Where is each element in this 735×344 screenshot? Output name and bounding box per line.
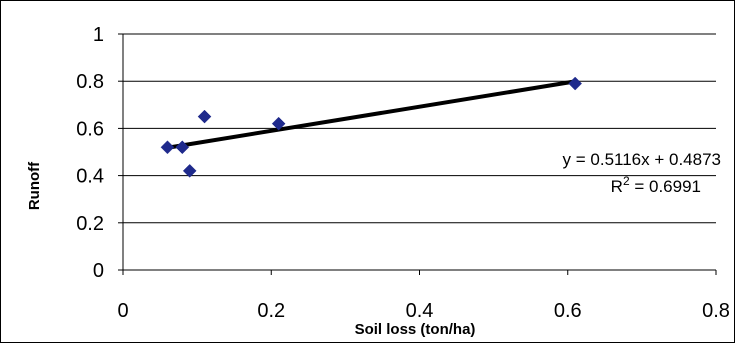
trendline-r-squared: R2 = 0.6991 [611,174,701,196]
data-point-4 [271,116,286,131]
y-axis-title: Runoff [26,161,43,210]
y-tick-label: 1 [93,24,104,46]
y-tick-label: 0.6 [76,118,104,140]
x-tick-label: 0.2 [257,300,285,322]
data-point-1 [175,140,190,155]
r-squared-value: = 0.6991 [630,177,701,196]
grid-lines [123,33,716,224]
data-point-2 [182,164,197,178]
x-tick-labels: 0 0.2 0.4 0.6 0.8 [117,300,729,322]
data-point-0 [160,140,175,155]
x-tick-label: 0.8 [702,300,730,322]
y-tick-labels: 0 0.2 0.4 0.6 0.8 1 [76,24,104,282]
x-tick-label: 0.4 [406,300,434,322]
y-tick-label: 0.8 [76,71,104,93]
x-axis-title: Soil loss (ton/ha) [355,321,476,338]
x-tick-label: 0 [117,300,128,322]
data-point-5 [568,76,583,91]
data-points [160,76,583,178]
axes [118,33,717,275]
r-squared-symbol: R [611,177,623,196]
r-squared-exponent: 2 [623,174,630,188]
trendline-group [167,79,576,150]
y-tick-label: 0.4 [76,166,104,188]
trendline-equation: y = 0.5116x + 0.4873 [563,150,721,169]
trendline [167,79,576,150]
y-tick-label: 0 [93,260,104,282]
y-tick-label: 0.2 [76,213,104,235]
x-tick-label: 0.6 [554,300,582,322]
data-point-3 [197,109,212,124]
